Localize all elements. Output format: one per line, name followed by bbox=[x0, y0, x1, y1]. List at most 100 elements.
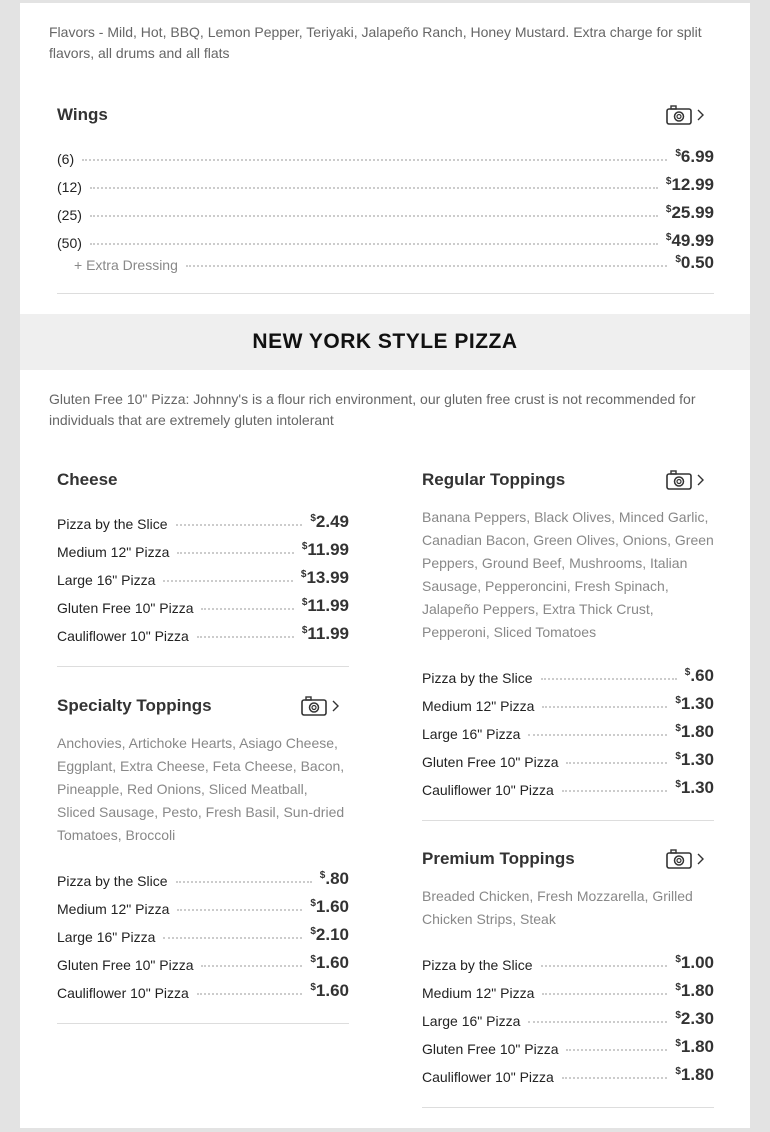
leader-dots bbox=[185, 265, 668, 267]
menu-item-row[interactable]: (25) $25.99 bbox=[57, 195, 714, 223]
currency-symbol: $ bbox=[684, 667, 691, 678]
menu-item-row[interactable]: (12) $12.99 bbox=[57, 167, 714, 195]
section-premium-toppings: Premium Toppings Breaded Chicken, Fresh M… bbox=[422, 849, 714, 1108]
item-label: Large 16" Pizza bbox=[57, 929, 156, 945]
leader-dots bbox=[163, 937, 303, 939]
menu-item-row[interactable]: Medium 12" Pizza $1.30 bbox=[422, 686, 714, 714]
photo-button[interactable] bbox=[666, 105, 704, 125]
currency-symbol: $ bbox=[675, 1010, 681, 1021]
menu-item-row[interactable]: Cauliflower 10" Pizza $1.30 bbox=[422, 770, 714, 798]
menu-item-row[interactable]: Large 16" Pizza $2.30 bbox=[422, 1001, 714, 1029]
item-price: $25.99 bbox=[665, 203, 714, 222]
item-label: (12) bbox=[57, 179, 82, 195]
wings-note: Flavors - Mild, Hot, BBQ, Lemon Pepper, … bbox=[49, 24, 702, 61]
menu-item-row[interactable]: Medium 12" Pizza $1.60 bbox=[57, 889, 349, 917]
section-description: Anchovies, Artichoke Hearts, Asiago Chee… bbox=[57, 735, 345, 843]
photo-button[interactable] bbox=[666, 849, 704, 869]
leader-dots bbox=[540, 678, 677, 680]
currency-symbol: $ bbox=[310, 898, 316, 909]
item-price: $1.80 bbox=[675, 1065, 714, 1084]
item-label: Medium 12" Pizza bbox=[57, 901, 170, 917]
leader-dots bbox=[89, 215, 658, 217]
item-price: $49.99 bbox=[665, 231, 714, 250]
menu-item-row[interactable]: Gluten Free 10" Pizza $11.99 bbox=[57, 588, 349, 616]
item-label: (50) bbox=[57, 235, 82, 251]
item-label: Cauliflower 10" Pizza bbox=[422, 782, 554, 798]
item-label: Pizza by the Slice bbox=[422, 957, 533, 973]
section-heading: Premium Toppings bbox=[422, 849, 575, 868]
leader-dots bbox=[177, 909, 303, 911]
item-price: $2.49 bbox=[310, 512, 349, 531]
currency-symbol: $ bbox=[310, 926, 316, 937]
item-price: $2.10 bbox=[310, 925, 349, 944]
currency-symbol: $ bbox=[675, 1038, 681, 1049]
leader-dots bbox=[175, 881, 312, 883]
item-list: Pizza by the Slice $2.49 Medium 12" Pizza $… bbox=[57, 504, 349, 644]
photo-button[interactable] bbox=[301, 696, 339, 716]
item-price: $6.99 bbox=[675, 147, 714, 166]
currency-symbol: $ bbox=[300, 569, 307, 580]
currency-symbol: $ bbox=[675, 982, 681, 993]
leader-dots bbox=[542, 993, 668, 995]
item-label: (25) bbox=[57, 207, 82, 223]
menu-item-row[interactable]: Gluten Free 10" Pizza $1.30 bbox=[422, 742, 714, 770]
menu-item-row[interactable]: + Extra Dressing $0.50 bbox=[57, 251, 714, 273]
menu-item-row[interactable]: (6) $6.99 bbox=[57, 139, 714, 167]
menu-item-row[interactable]: (50) $49.99 bbox=[57, 223, 714, 251]
leader-dots bbox=[561, 790, 668, 792]
item-label: Pizza by the Slice bbox=[57, 873, 168, 889]
photo-button[interactable] bbox=[666, 470, 704, 490]
menu-item-row[interactable]: Large 16" Pizza $1.80 bbox=[422, 714, 714, 742]
camera-icon bbox=[666, 470, 692, 490]
leader-dots bbox=[528, 1021, 668, 1023]
currency-symbol: $ bbox=[675, 695, 681, 706]
section-cheese: Cheese Pizza by the Slice $2.49 Medium 12" … bbox=[57, 470, 349, 667]
chevron-right-icon bbox=[697, 474, 704, 486]
item-label: Large 16" Pizza bbox=[422, 1013, 521, 1029]
menu-item-row[interactable]: Gluten Free 10" Pizza $1.80 bbox=[422, 1029, 714, 1057]
item-price: $1.60 bbox=[310, 897, 349, 916]
wings-card: Flavors - Mild, Hot, BBQ, Lemon Pepper, … bbox=[20, 0, 750, 314]
menu-item-row[interactable]: Medium 12" Pizza $11.99 bbox=[57, 532, 349, 560]
menu-item-row[interactable]: Large 16" Pizza $2.10 bbox=[57, 917, 349, 945]
item-label: Pizza by the Slice bbox=[57, 516, 168, 532]
section-regular-toppings: Regular Toppings Banana Peppers, Black Ol… bbox=[422, 470, 714, 821]
item-price: $1.80 bbox=[675, 1037, 714, 1056]
currency-symbol: $ bbox=[301, 597, 308, 608]
menu-item-row[interactable]: Medium 12" Pizza $1.80 bbox=[422, 973, 714, 1001]
currency-symbol: $ bbox=[675, 148, 681, 159]
item-label: Medium 12" Pizza bbox=[422, 698, 535, 714]
item-price: $.60 bbox=[684, 666, 714, 685]
menu-item-row[interactable]: Pizza by the Slice $1.00 bbox=[422, 945, 714, 973]
menu-item-row[interactable]: Pizza by the Slice $.80 bbox=[57, 861, 349, 889]
section-title: NEW YORK STYLE PIZZA bbox=[20, 314, 750, 370]
leader-dots bbox=[163, 580, 293, 582]
menu-item-row[interactable]: Gluten Free 10" Pizza $1.60 bbox=[57, 945, 349, 973]
leader-dots bbox=[201, 965, 303, 967]
menu-item-row[interactable]: Cauliflower 10" Pizza $1.80 bbox=[422, 1057, 714, 1085]
menu-item-row[interactable]: Pizza by the Slice $.60 bbox=[422, 658, 714, 686]
divider bbox=[57, 666, 349, 667]
currency-symbol: $ bbox=[665, 176, 672, 187]
item-label: Cauliflower 10" Pizza bbox=[57, 628, 189, 644]
leader-dots bbox=[196, 993, 303, 995]
item-price: $2.30 bbox=[675, 1009, 714, 1028]
menu-item-row[interactable]: Large 16" Pizza $13.99 bbox=[57, 560, 349, 588]
item-label: Medium 12" Pizza bbox=[57, 544, 170, 560]
section-heading: Wings bbox=[57, 105, 108, 124]
section-heading: Regular Toppings bbox=[422, 470, 566, 489]
leader-dots bbox=[89, 187, 658, 189]
item-label: Gluten Free 10" Pizza bbox=[422, 754, 559, 770]
currency-symbol: $ bbox=[310, 513, 316, 524]
section-description: Banana Peppers, Black Olives, Minced Gar… bbox=[422, 509, 714, 640]
chevron-right-icon bbox=[697, 853, 704, 865]
item-label: Cauliflower 10" Pizza bbox=[57, 985, 189, 1001]
item-label: Medium 12" Pizza bbox=[422, 985, 535, 1001]
leader-dots bbox=[177, 552, 294, 554]
chevron-right-icon bbox=[332, 700, 339, 712]
menu-item-row[interactable]: Cauliflower 10" Pizza $1.60 bbox=[57, 973, 349, 1001]
menu-item-row[interactable]: Cauliflower 10" Pizza $11.99 bbox=[57, 616, 349, 644]
leader-dots bbox=[175, 524, 303, 526]
menu-item-row[interactable]: Pizza by the Slice $2.49 bbox=[57, 504, 349, 532]
item-label: Gluten Free 10" Pizza bbox=[57, 957, 194, 973]
